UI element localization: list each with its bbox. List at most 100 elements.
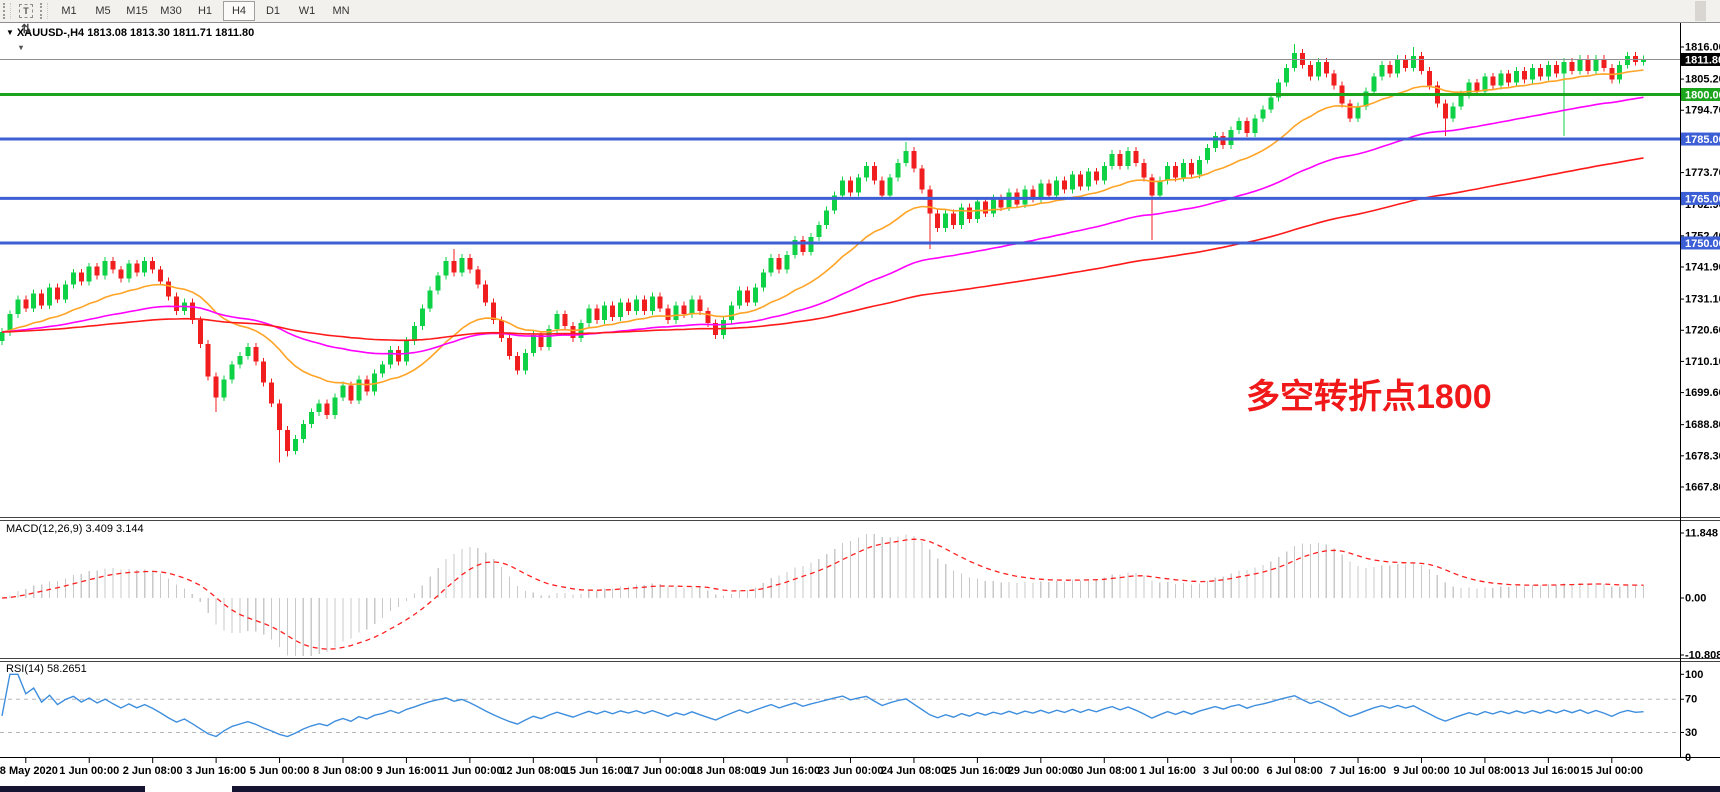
candle-body: [903, 150, 909, 163]
candle-body: [1577, 58, 1583, 71]
candle-body: [1173, 165, 1179, 178]
macd-histogram-layer: [9, 534, 1645, 656]
candle-body: [776, 257, 782, 270]
candle-body: [356, 379, 362, 401]
candle-body: [1038, 183, 1044, 199]
candle-body: [229, 364, 235, 380]
candle-body: [1466, 82, 1472, 95]
candle-body: [887, 177, 893, 196]
candle-body: [1561, 61, 1567, 74]
candle-body: [483, 284, 489, 303]
timeframe-button-m30[interactable]: M30: [160, 5, 182, 17]
arrows-icon[interactable]: ⇅: [20, 22, 32, 36]
price-tick-label: 1741.90: [1685, 262, 1720, 274]
candle-body: [919, 168, 925, 190]
candle-body: [832, 195, 838, 211]
timeframe-button-mn[interactable]: MN: [332, 5, 350, 17]
timeframe-button-m5[interactable]: M5: [95, 5, 111, 17]
timeframe-grip-handle[interactable]: [40, 3, 48, 19]
moving-average-line: [1, 69, 1644, 386]
candle-body: [1593, 58, 1599, 71]
candle-body: [1077, 174, 1083, 187]
timeframe-button-m1[interactable]: M1: [61, 5, 77, 17]
candle-body: [657, 296, 663, 309]
candle-body: [618, 302, 624, 318]
candle-body: [1522, 70, 1528, 80]
candle-body: [1189, 162, 1194, 175]
candle-body: [792, 239, 798, 255]
candle-body: [784, 254, 790, 270]
symbol-ohlc-label[interactable]: ▼ XAUUSD-,H4 1813.08 1813.30 1811.71 1811…: [6, 27, 254, 39]
candle-body: [142, 260, 148, 273]
candle-body: [641, 299, 647, 312]
time-axis-label: 28 May 2020: [0, 765, 58, 777]
time-axis-label: 19 Jun 16:00: [754, 765, 820, 777]
candle-body: [380, 364, 386, 374]
toolbar-grip-handle[interactable]: [3, 3, 11, 19]
candle-body: [1403, 58, 1409, 68]
candle-body: [55, 287, 61, 300]
candle-body: [959, 207, 965, 226]
candle-body: [427, 290, 433, 309]
price-tick-label: 1794.70: [1685, 105, 1720, 117]
price-tick-label: 1805.20: [1685, 74, 1720, 86]
rsi-indicator-label: RSI(14) 58.2651: [6, 663, 87, 675]
candle-body: [1331, 73, 1337, 86]
candle-body: [610, 305, 616, 318]
time-axis-label: 2 Jun 08:00: [123, 765, 183, 777]
candle-body: [1212, 136, 1218, 148]
candle-body: [39, 293, 45, 306]
candle-body: [1363, 91, 1369, 107]
macd-scale-label: 11.848: [1685, 528, 1718, 540]
candle-body: [1347, 103, 1353, 119]
candle-body: [911, 150, 917, 169]
arrows-dropdown-icon[interactable]: ▾: [18, 42, 23, 52]
timeframe-button-h1[interactable]: H1: [197, 5, 213, 17]
time-axis-label: 24 Jun 08:00: [881, 765, 947, 777]
candle-body: [1236, 121, 1242, 131]
candle-body: [443, 260, 449, 276]
candle-body: [189, 302, 195, 321]
timeframe-button-m15[interactable]: M15: [126, 5, 148, 17]
candle-body: [848, 180, 854, 193]
candle-body: [855, 177, 861, 193]
timeframe-button-d1[interactable]: D1: [265, 5, 281, 17]
price-tick-label: 1816.00: [1685, 42, 1720, 54]
candle-body: [7, 314, 13, 333]
candle-body: [1300, 52, 1306, 65]
candle-body: [697, 299, 703, 312]
candle-body: [1553, 64, 1559, 74]
candle-body: [197, 320, 203, 344]
candle-body: [277, 403, 283, 431]
candle-body: [1641, 59, 1647, 62]
price-tick-label: 1678.30: [1685, 450, 1720, 462]
time-axis-label: 15 Jun 16:00: [564, 765, 630, 777]
candle-body: [102, 260, 108, 276]
candle-body: [507, 337, 513, 356]
candle-body: [1204, 147, 1210, 160]
price-level-badge-bg: [1681, 191, 1720, 205]
candle-body: [340, 385, 346, 398]
candle-body: [158, 269, 164, 282]
candle-body: [633, 299, 639, 312]
candle-body: [1545, 64, 1551, 77]
candle-body: [1514, 70, 1520, 83]
candle-body: [1601, 58, 1607, 68]
candle-body: [1276, 82, 1282, 98]
candle-body: [1442, 103, 1448, 119]
candle-body: [23, 299, 29, 309]
candle-body: [1284, 67, 1290, 83]
rsi-scale-label: 0: [1685, 752, 1691, 764]
timeframe-button-h4[interactable]: H4: [223, 1, 255, 21]
text-box-icon[interactable]: T: [15, 2, 37, 20]
candle-body: [522, 352, 528, 371]
candle-body: [1030, 189, 1036, 199]
price-level-badge: 1750.00: [1685, 238, 1720, 250]
timeframe-button-w1[interactable]: W1: [298, 5, 316, 17]
chart-dropdown-icon[interactable]: ▼: [6, 28, 14, 37]
candle-body: [689, 299, 695, 315]
candle-body: [681, 305, 687, 315]
candle-body: [1569, 61, 1575, 71]
